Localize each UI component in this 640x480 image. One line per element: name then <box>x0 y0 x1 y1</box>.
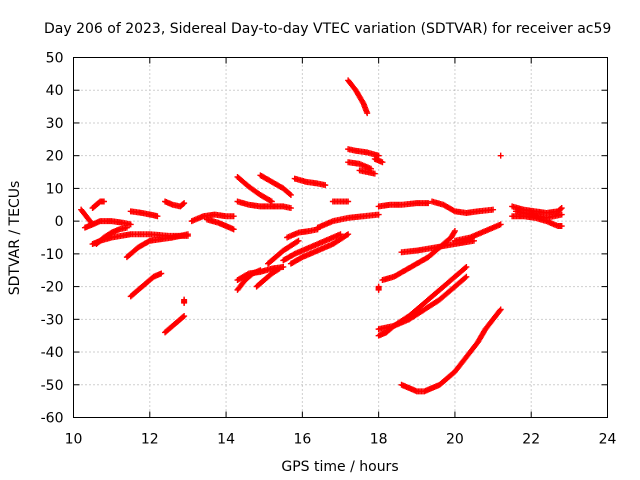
data-point-s42 <box>557 205 564 212</box>
data-point-s32 <box>425 200 432 207</box>
data-points <box>78 77 565 395</box>
data-point-s20 <box>294 238 301 245</box>
data-point-s9 <box>181 200 188 207</box>
data-point-s41 <box>497 152 504 159</box>
data-point-s16 <box>276 265 283 272</box>
chart-title: Day 206 of 2023, Sidereal Day-to-day VTE… <box>44 21 611 37</box>
data-point-s16 <box>275 266 282 273</box>
y-tick-label: -40 <box>41 345 64 361</box>
plot-frame <box>73 57 608 418</box>
data-point-s36 <box>462 274 469 281</box>
x-axis: 10 12 14 16 18 20 22 24 <box>65 57 617 448</box>
data-point-s9 <box>180 200 187 207</box>
y-tick-label: 10 <box>46 181 64 197</box>
data-point-s17 <box>267 197 274 204</box>
y-axis-label: SDTVAR / TECUs <box>7 181 23 296</box>
x-axis-label: GPS time / hours <box>281 459 398 475</box>
data-point-s38 <box>490 206 497 213</box>
data-point-s24 <box>322 182 329 189</box>
data-point-s20 <box>295 237 302 244</box>
data-point-s37 <box>463 263 470 270</box>
data-point-s43 <box>558 223 565 230</box>
data-point-s8 <box>154 213 161 220</box>
y-tick-label: 20 <box>46 149 64 165</box>
x-tick-label: 14 <box>217 432 235 448</box>
data-point-s10 <box>181 313 188 320</box>
data-point-s7 <box>158 270 165 277</box>
data-point-s15 <box>244 271 251 278</box>
data-point-s11 <box>181 299 188 306</box>
data-point-s38 <box>450 207 457 214</box>
data-point-s31 <box>379 159 386 166</box>
data-point-s27 <box>364 110 371 117</box>
data-point-s37 <box>462 264 469 271</box>
data-point-s18 <box>286 191 293 198</box>
data-point-s6 <box>184 231 191 238</box>
data-point-s15 <box>280 263 287 270</box>
data-point-s42 <box>558 205 565 212</box>
data-point-s36 <box>463 273 470 280</box>
data-point-s18 <box>287 191 294 198</box>
x-tick-label: 20 <box>446 432 464 448</box>
y-tick-label: -60 <box>41 411 64 427</box>
y-tick-label: 30 <box>46 116 64 132</box>
data-point-s44 <box>558 211 565 218</box>
x-tick-label: 22 <box>522 432 540 448</box>
data-point-s22 <box>343 232 350 239</box>
x-tick-label: 16 <box>293 432 311 448</box>
y-tick-label: -30 <box>41 312 64 328</box>
data-point-s2 <box>101 198 108 205</box>
x-tick-label: 10 <box>65 432 83 448</box>
data-point-s4 <box>123 224 130 231</box>
y-tick-label: 40 <box>46 83 64 99</box>
data-point-s39 <box>497 221 504 228</box>
y-tick-label: -50 <box>41 378 64 394</box>
data-point-s22 <box>345 231 352 238</box>
y-axis: -60 -50 -40 -30 -20 -10 0 10 20 30 40 50 <box>41 51 608 427</box>
y-tick-label: -20 <box>41 280 64 296</box>
data-point-s13 <box>230 226 237 233</box>
x-tick-label: 18 <box>370 432 388 448</box>
y-tick-label: -10 <box>41 247 64 263</box>
data-point-s33 <box>375 286 382 293</box>
data-point-s26 <box>345 198 352 205</box>
data-point-s25 <box>375 211 382 218</box>
y-tick-label: 0 <box>55 214 64 230</box>
data-point-s19 <box>287 205 294 212</box>
y-tick-label: 50 <box>46 51 64 67</box>
data-point-s35 <box>471 237 477 244</box>
data-point-s40 <box>497 306 504 313</box>
x-tick-label: 12 <box>141 432 159 448</box>
data-point-s10 <box>180 313 187 320</box>
grid <box>73 57 608 418</box>
data-point-s34 <box>451 227 458 234</box>
data-point-s29 <box>368 165 375 172</box>
x-tick-label: 24 <box>599 432 617 448</box>
data-point-s12 <box>230 213 237 220</box>
data-point-s3 <box>127 221 134 228</box>
data-point-s40 <box>496 307 503 314</box>
data-point-s30 <box>371 170 378 177</box>
data-point-s6 <box>145 238 152 245</box>
